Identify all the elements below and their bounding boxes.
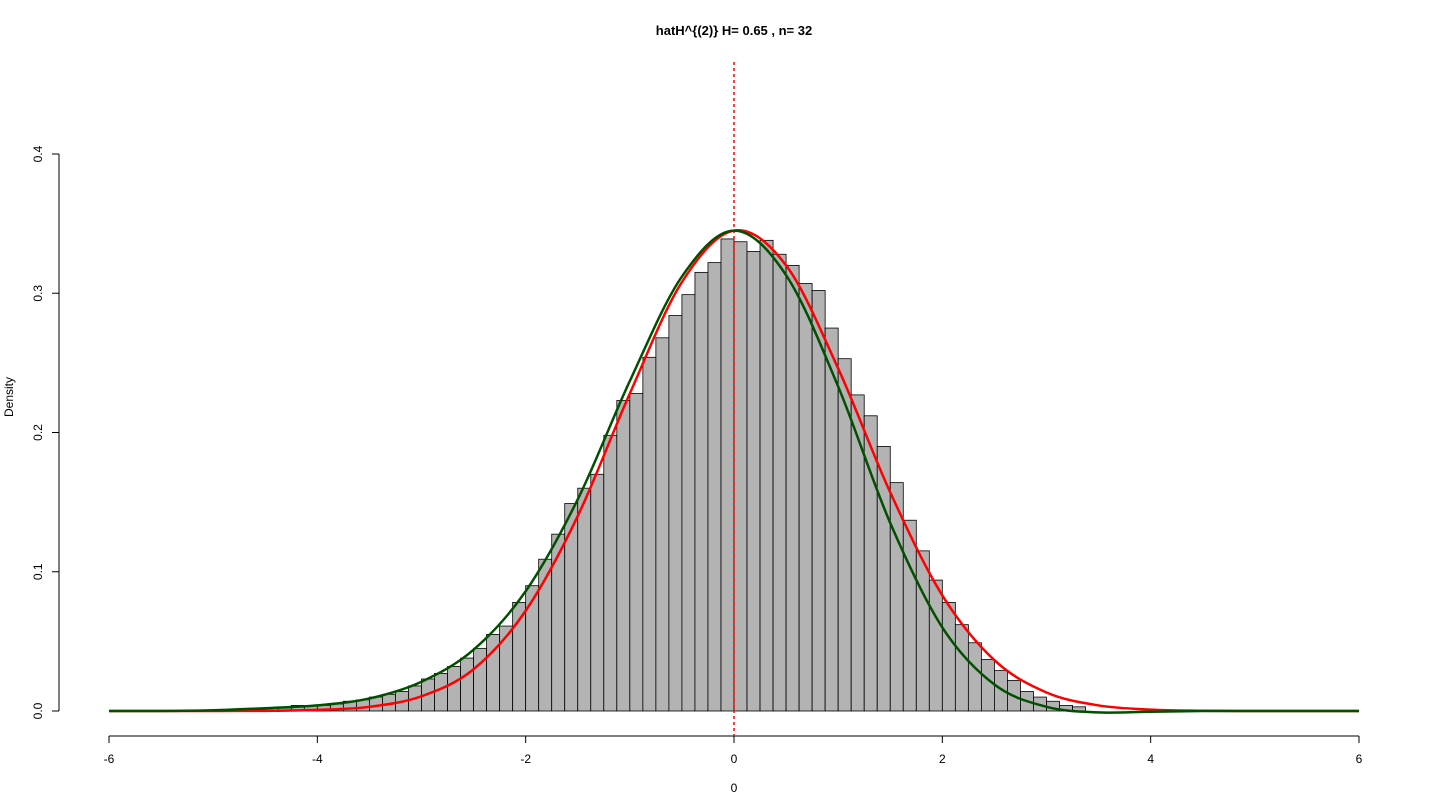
histogram-bar	[759, 239, 774, 712]
density-curve	[108, 229, 1359, 714]
histogram-bar	[707, 262, 722, 712]
histogram-bar	[694, 271, 709, 712]
histogram-bar	[551, 533, 566, 712]
histogram-bar	[590, 473, 605, 712]
x-tick-label: 0	[731, 752, 738, 766]
histogram-bar	[746, 251, 761, 712]
histogram-bar	[824, 327, 839, 712]
x-tick-label: 6	[1356, 752, 1363, 766]
y-tick-label: 0.0	[31, 702, 45, 719]
histogram-bar	[681, 294, 696, 712]
x-tick-label: -2	[520, 752, 531, 766]
histogram-bar	[577, 487, 592, 712]
y-tick-label: 0.1	[31, 563, 45, 580]
x-tick-label: 4	[1147, 752, 1154, 766]
histogram-bar	[785, 264, 800, 712]
histogram-bar	[447, 666, 461, 712]
histogram-bar	[434, 673, 448, 712]
histogram-bar	[603, 434, 618, 712]
histogram-bar	[850, 394, 865, 712]
histogram-bar	[564, 503, 579, 712]
histogram-bar	[928, 579, 943, 712]
histogram-bar	[733, 241, 748, 712]
histogram-bar	[798, 283, 813, 712]
histogram-bar	[499, 625, 514, 712]
x-axis-label: 0	[731, 781, 738, 795]
y-tick-label: 0.4	[31, 145, 45, 162]
histogram-bar	[967, 642, 982, 712]
x-tick-label: -6	[104, 752, 115, 766]
y-axis-label: Density	[2, 377, 16, 417]
histogram-bar	[655, 337, 670, 712]
y-tick-label: 0.3	[31, 285, 45, 302]
histogram-bar	[980, 659, 995, 712]
histogram-bar	[954, 624, 969, 712]
x-tick-label: 2	[939, 752, 946, 766]
histogram-bar	[915, 550, 930, 712]
histogram-bar	[668, 315, 683, 712]
y-tick-label: 0.2	[31, 424, 45, 441]
histogram-bar	[642, 356, 657, 712]
x-tick-label: -4	[312, 752, 323, 766]
histogram-bar	[902, 519, 917, 712]
histogram-bar	[538, 558, 553, 712]
histogram-bar	[525, 585, 540, 712]
histogram-bar	[460, 657, 474, 712]
chart-title: hatH^{(2)} H= 0.65 , n= 32	[656, 23, 812, 38]
histogram-bar	[473, 647, 488, 712]
histogram-bar	[772, 253, 787, 712]
histogram-bar	[720, 238, 735, 712]
histogram-bar	[941, 601, 956, 712]
histogram-bar	[629, 393, 644, 712]
histogram-bar	[616, 400, 631, 712]
